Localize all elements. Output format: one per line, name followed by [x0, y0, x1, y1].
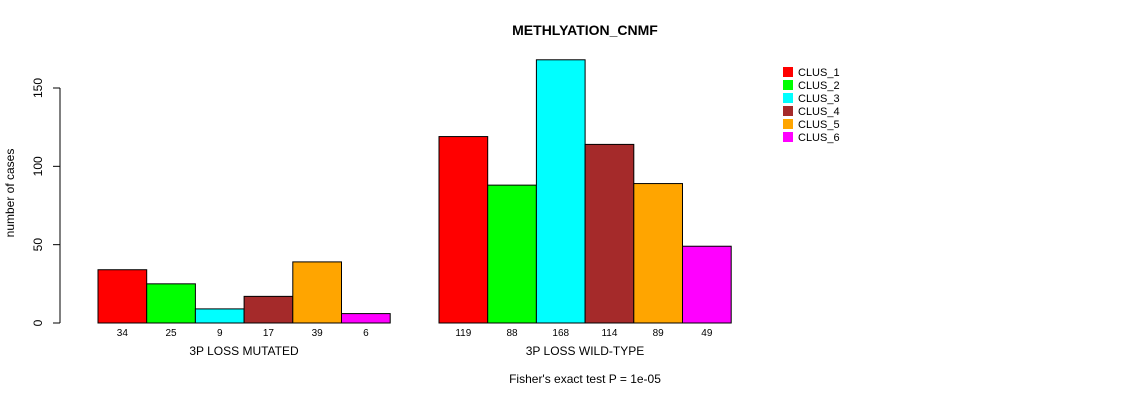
bar-clus-3: [535, 59, 586, 324]
y-tick-label: 100: [31, 156, 45, 176]
bar-value-label: 9: [217, 328, 223, 339]
bar-value-label: 6: [363, 328, 369, 339]
legend-swatch: [783, 132, 793, 142]
bar-clus-4: [584, 143, 635, 324]
bar-clus-2: [487, 184, 537, 324]
y-tick-label: 150: [31, 78, 45, 98]
bar-clus-5: [292, 261, 342, 324]
bar-value-label: 39: [312, 328, 324, 339]
y-tick-label: 0: [31, 319, 45, 326]
legend-swatch: [783, 106, 793, 116]
legend-swatch: [783, 67, 793, 77]
bar-value-label: 49: [701, 328, 713, 339]
bar-value-label: 168: [552, 328, 569, 339]
y-axis-label: number of cases: [3, 149, 17, 238]
legend-label: CLUS_3: [798, 93, 840, 105]
fisher-test-footnote: Fisher's exact test P = 1e-05: [509, 372, 661, 386]
legend-swatch: [783, 93, 793, 103]
bar-clus-1: [97, 269, 148, 324]
bar-clus-6: [682, 245, 732, 324]
bar-clus-2: [146, 283, 196, 324]
legend-label: CLUS_5: [798, 119, 840, 131]
bars: [97, 59, 732, 324]
chart-title: METHLYATION_CNMF: [512, 22, 658, 38]
bar-value-label: 17: [263, 328, 275, 339]
y-tick-label: 50: [31, 238, 45, 252]
bar-clus-4: [243, 295, 294, 324]
bar-clus-1: [438, 136, 489, 324]
y-axis: 0 50 100 150: [31, 78, 61, 326]
legend-swatch: [783, 119, 793, 129]
bar-clus-5: [633, 183, 683, 324]
legend-label: CLUS_4: [798, 106, 840, 118]
legend-label: CLUS_1: [798, 67, 840, 79]
bar-clus-6: [341, 313, 391, 324]
legend-label: CLUS_2: [798, 80, 840, 92]
bar-value-label: 25: [165, 328, 177, 339]
value-labels: 34 25 9 17 39 6 119 88 168 114 89 49: [117, 328, 713, 339]
bar-value-label: 88: [506, 328, 518, 339]
bar-clus-3: [194, 308, 245, 324]
bar-value-label: 89: [653, 328, 665, 339]
group-label-mutated: 3P LOSS MUTATED: [189, 344, 299, 358]
bar-value-label: 119: [455, 328, 471, 339]
legend-label: CLUS_6: [798, 132, 840, 144]
bar-value-label: 34: [117, 328, 129, 339]
bar-value-label: 114: [601, 328, 617, 339]
legend-swatch: [783, 80, 793, 90]
group-label-wild-type: 3P LOSS WILD-TYPE: [526, 344, 644, 358]
